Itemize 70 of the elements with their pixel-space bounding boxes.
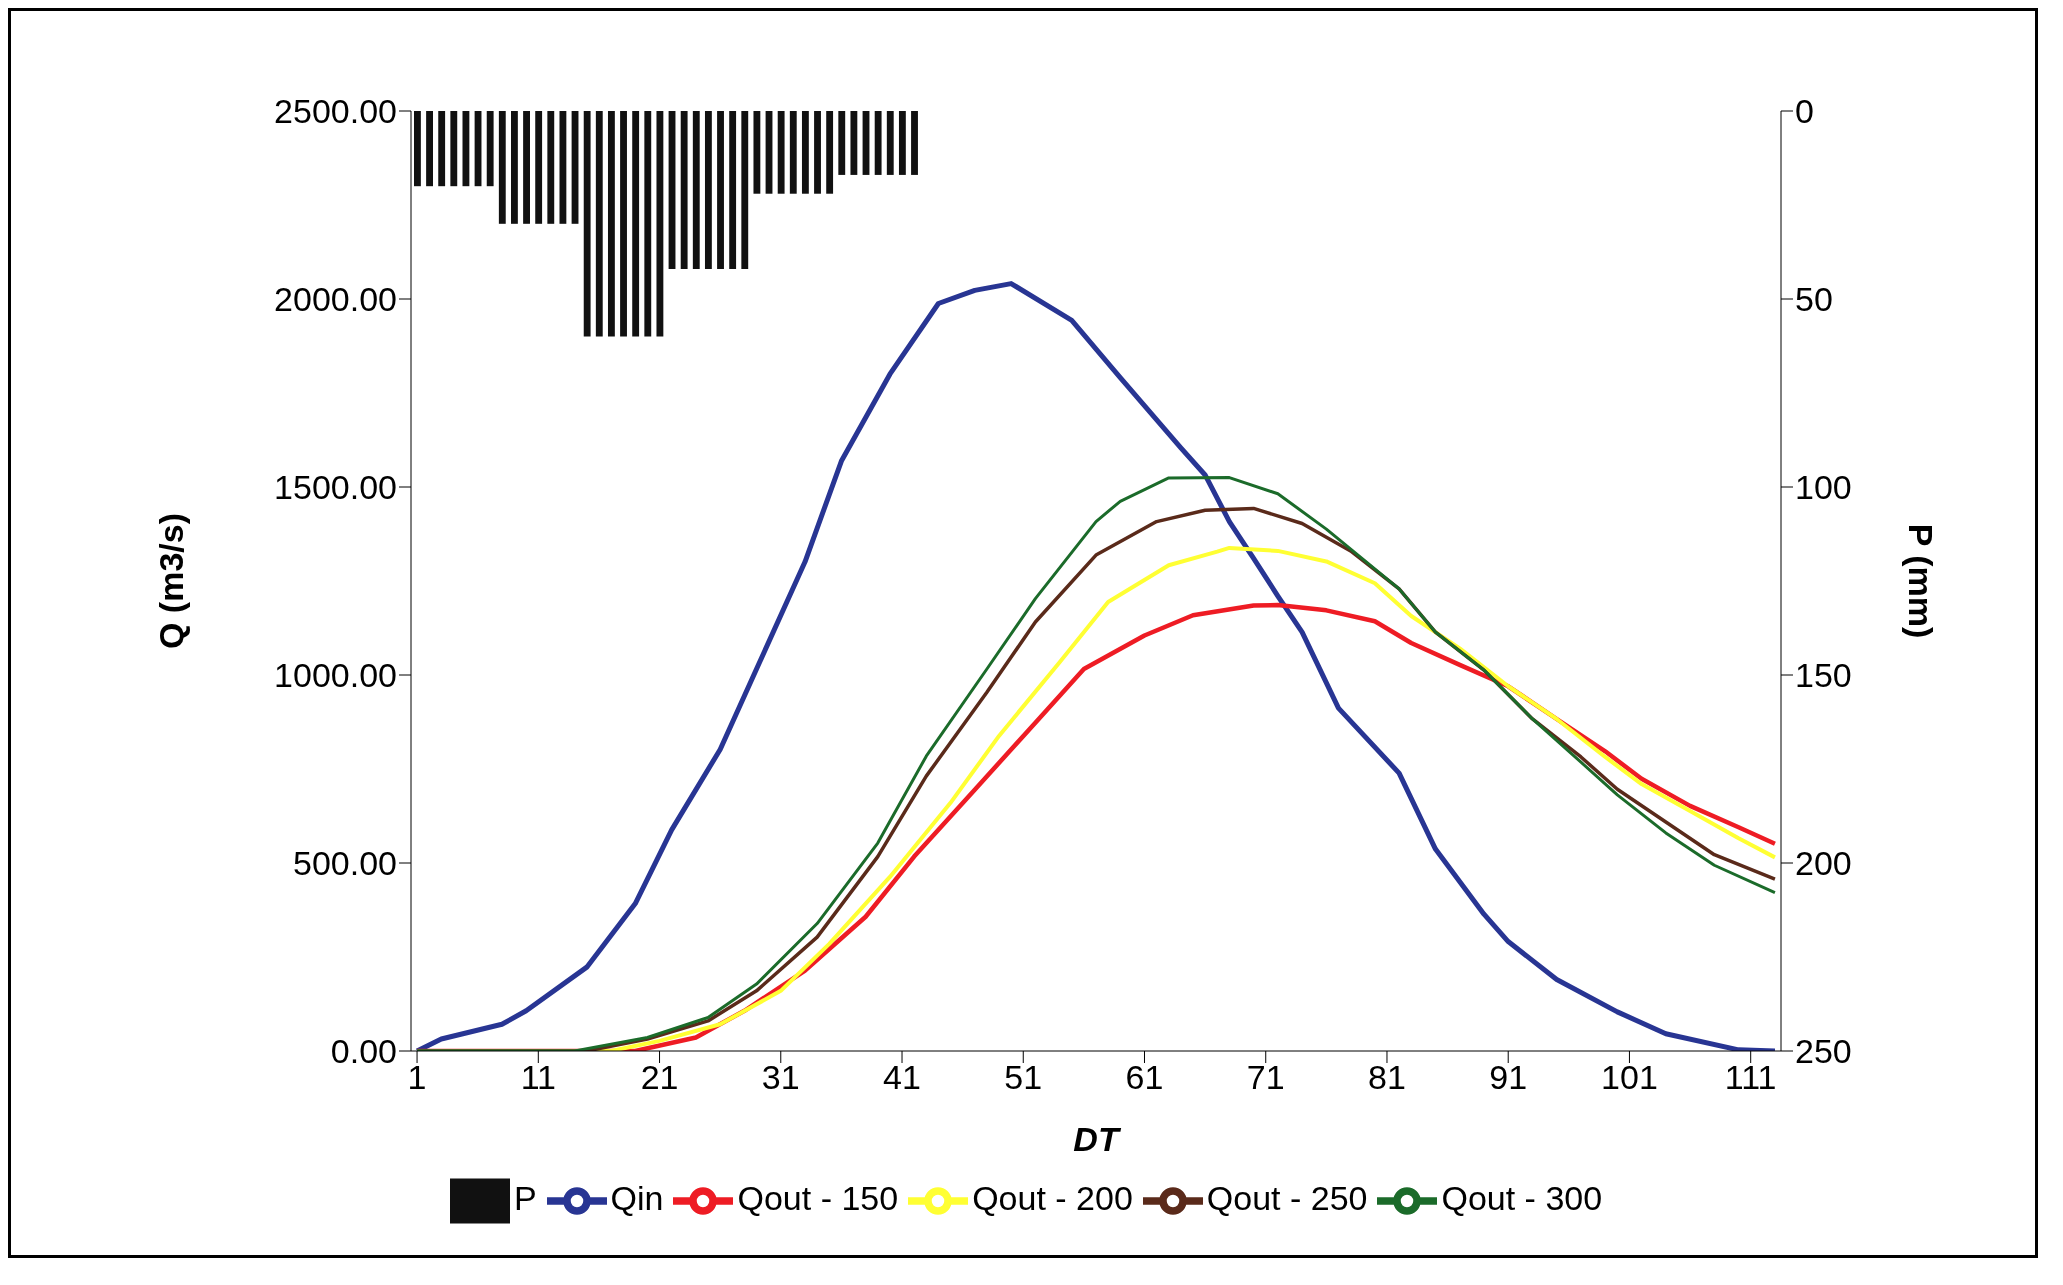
x-tick-label: 111 (1724, 1058, 1777, 1097)
bar (898, 111, 906, 175)
bar (777, 111, 785, 194)
y-tick-label: 2000.00 (274, 280, 397, 319)
legend-label: Qin (610, 1178, 664, 1217)
legend-label: Qout - 200 (972, 1178, 1133, 1217)
y-tick-label: 0.00 (330, 1032, 397, 1071)
bar (607, 111, 615, 337)
bar (692, 111, 700, 269)
x-tick-label: 41 (883, 1058, 921, 1097)
bar (789, 111, 797, 194)
bar (753, 111, 761, 194)
x-tick-label: 11 (520, 1058, 556, 1097)
y-axis-title: Q (m3/s) (152, 512, 191, 650)
y-tick-label: 1000.00 (274, 656, 397, 695)
bar (523, 111, 530, 224)
bar (838, 111, 846, 175)
bar (632, 111, 640, 337)
bar (426, 111, 433, 187)
y-tick-label: 2500.00 (274, 92, 397, 131)
y2-axis-title: P (mm) (1901, 523, 1940, 639)
x-tick-label: 1 (407, 1058, 427, 1097)
bar (450, 111, 458, 187)
y2-tick-label: 250 (1795, 1032, 1852, 1071)
y2-tick-label: 150 (1795, 656, 1852, 695)
y-tick-label: 500.00 (293, 844, 397, 883)
y2-tick-label: 200 (1795, 844, 1852, 883)
bar (510, 111, 518, 224)
bar (874, 111, 882, 175)
bar (886, 111, 894, 175)
bar (486, 111, 494, 187)
bar (680, 111, 688, 269)
bar (414, 111, 421, 187)
bar (547, 111, 555, 224)
y2-tick-label: 0 (1795, 92, 1814, 131)
y2-tick-label: 50 (1795, 280, 1833, 319)
x-tick-label: 21 (640, 1058, 679, 1097)
x-tick-label: 61 (1125, 1058, 1164, 1097)
x-tick-label: 101 (1601, 1058, 1658, 1097)
bar (911, 111, 918, 175)
bar (741, 111, 749, 269)
bar (498, 111, 506, 224)
bar (826, 111, 834, 194)
bar (438, 111, 446, 187)
bar (535, 111, 543, 224)
bar (850, 111, 858, 175)
y-tick-label: 1500.00 (274, 468, 397, 507)
legend-label: P (513, 1178, 537, 1217)
x-tick-label: 71 (1246, 1058, 1285, 1097)
legend-label: Qout - 250 (1206, 1178, 1368, 1217)
bar (559, 111, 567, 224)
bar (620, 111, 627, 337)
y2-tick-label: 100 (1795, 468, 1852, 507)
bar (729, 111, 737, 269)
bar (462, 111, 470, 187)
bar (583, 111, 591, 337)
x-tick-label: 81 (1368, 1058, 1406, 1097)
x-tick-label: 51 (1004, 1058, 1043, 1097)
legend-label: Qout - 300 (1441, 1178, 1603, 1217)
x-axis-title: DT (1073, 1120, 1122, 1158)
bar (814, 111, 821, 194)
bar (801, 111, 809, 194)
x-tick-label: 91 (1489, 1058, 1528, 1097)
x-tick-label: 31 (761, 1058, 800, 1097)
bar (704, 111, 712, 269)
bar (644, 111, 652, 337)
bar (717, 111, 724, 269)
legend-label: Qout - 150 (737, 1178, 899, 1217)
bar (595, 111, 603, 337)
bar (656, 111, 664, 337)
